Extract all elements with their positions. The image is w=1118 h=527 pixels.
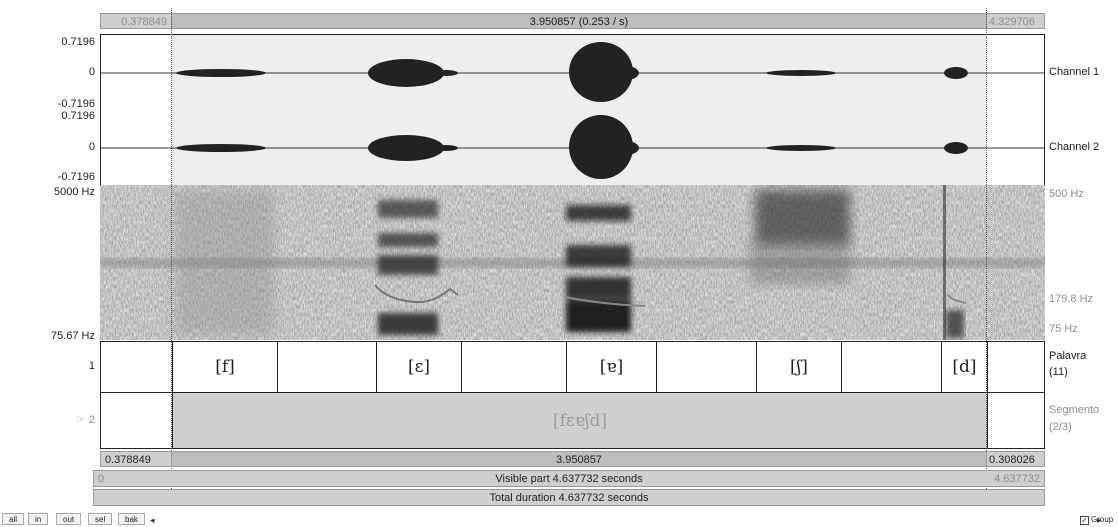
group-checkbox-box[interactable]: ✓	[1080, 515, 1089, 525]
channel2-top-label: 0.7196	[61, 110, 95, 122]
triangle-left-icon[interactable]: ◂	[150, 515, 155, 525]
spectrogram-bottom-label: 75.67 Hz	[50, 330, 95, 342]
channel1-top-label: 0.7196	[61, 36, 95, 48]
bottom-bar-left: 0.378849	[100, 451, 172, 467]
visible-part-bar[interactable]: 0 Visible part 4.637732 seconds 4.637732	[93, 470, 1045, 487]
bottom-selection-duration: 3.950857	[556, 454, 602, 466]
zoom-in-button[interactable]: in	[28, 513, 49, 525]
tier1-interval[interactable]	[987, 342, 1044, 392]
zoom-all-button[interactable]: all	[2, 513, 25, 525]
channel1-bottom-label: -0.7196	[57, 98, 95, 110]
channel1-waveform[interactable]	[100, 34, 1045, 111]
total-duration-bar[interactable]: Total duration 4.637732 seconds	[93, 489, 1045, 506]
top-right-time: 4.329706	[989, 16, 1035, 28]
tier2-interval-selected[interactable]: [fɛɐʃd]	[172, 393, 987, 448]
top-time-bar-left: 0.378849	[100, 13, 172, 29]
channel2-waveform-svg	[101, 115, 1044, 179]
horizontal-scrollbar[interactable]	[160, 517, 1095, 523]
channel2-name: Channel 2	[1049, 141, 1100, 153]
selection-start-line	[171, 8, 172, 495]
channel2-bottom-label: -0.7196	[57, 171, 95, 183]
total-duration-text: Total duration 4.637732 seconds	[489, 492, 649, 504]
top-left-time: 0.378849	[121, 16, 167, 28]
bottom-bar-right: 0.308026	[986, 451, 1045, 467]
spectrogram-svg	[100, 185, 1045, 340]
channel2-waveform[interactable]	[100, 110, 1045, 186]
pointer-hand-icon: ☞	[75, 414, 86, 426]
tier2-count: (2/3)	[1049, 421, 1072, 433]
tier2-interval[interactable]	[987, 393, 1044, 448]
group-label: Group	[1091, 515, 1114, 524]
channel1-zero-label: 0	[88, 66, 95, 78]
tier1-interval[interactable]	[101, 342, 172, 392]
tier1-interval[interactable]: [f]	[172, 342, 277, 392]
tier1-interval[interactable]	[841, 342, 941, 392]
tier1-count: (11)	[1049, 366, 1068, 378]
channel2-zero-label: 0	[88, 141, 95, 153]
visible-start: 0	[98, 473, 105, 485]
visible-part-text: Visible part 4.637732 seconds	[495, 473, 643, 485]
zoom-selection-button[interactable]: sel	[88, 513, 113, 525]
channel1-waveform-svg	[101, 42, 1044, 102]
zoom-back-button[interactable]: bak	[118, 513, 145, 525]
tier2-name: Segmento	[1049, 404, 1100, 416]
spectrogram-top-right: 500 Hz	[1049, 188, 1084, 200]
group-toggle[interactable]: ✓ Group	[1080, 514, 1113, 526]
tier1-interval[interactable]: [d]	[941, 342, 987, 392]
top-time-bar-selection[interactable]: 3.950857 (0.253 / s)	[171, 13, 987, 29]
triangle-right-icon[interactable]: ▸	[1097, 515, 1102, 525]
bottom-left-time: 0.378849	[105, 454, 151, 466]
spectrogram-top-label: 5000 Hz	[54, 186, 95, 198]
tier1-interval[interactable]: [ɐ]	[566, 342, 656, 392]
pitch-floor-label: 75 Hz	[1049, 323, 1078, 335]
tier1-number: 1	[88, 360, 95, 372]
tier2-interval[interactable]	[101, 393, 172, 448]
selection-end-line	[986, 8, 987, 495]
tier1-name: Palavra	[1049, 350, 1087, 362]
tier1-interval[interactable]	[656, 342, 756, 392]
tier1-interval[interactable]	[277, 342, 376, 392]
channel1-name: Channel 1	[1049, 66, 1100, 78]
tier1-interval[interactable]: [ʃ]	[756, 342, 841, 392]
top-time-bar-right: 4.329706	[986, 13, 1045, 29]
tier2-label: ☞ 2	[0, 413, 95, 426]
tier2-number: 2	[88, 414, 95, 426]
tier2[interactable]: [fɛɐʃd]	[100, 393, 1045, 449]
visible-end: 4.637732	[994, 473, 1040, 485]
selection-duration: 3.950857 (0.253 / s)	[529, 16, 629, 28]
bottom-bar-selection[interactable]: 3.950857	[171, 451, 987, 467]
tier1-interval[interactable]	[461, 342, 566, 392]
zoom-out-button[interactable]: out	[56, 513, 82, 525]
spectrogram[interactable]	[100, 185, 1045, 340]
pitch-label: 179.8 Hz	[1049, 293, 1094, 305]
tier1-interval[interactable]: [ɛ]	[376, 342, 461, 392]
bottom-right-time: 0.308026	[989, 454, 1035, 466]
tier1[interactable]: [f] [ɛ] [ɐ] [ʃ] [d]	[100, 341, 1045, 393]
